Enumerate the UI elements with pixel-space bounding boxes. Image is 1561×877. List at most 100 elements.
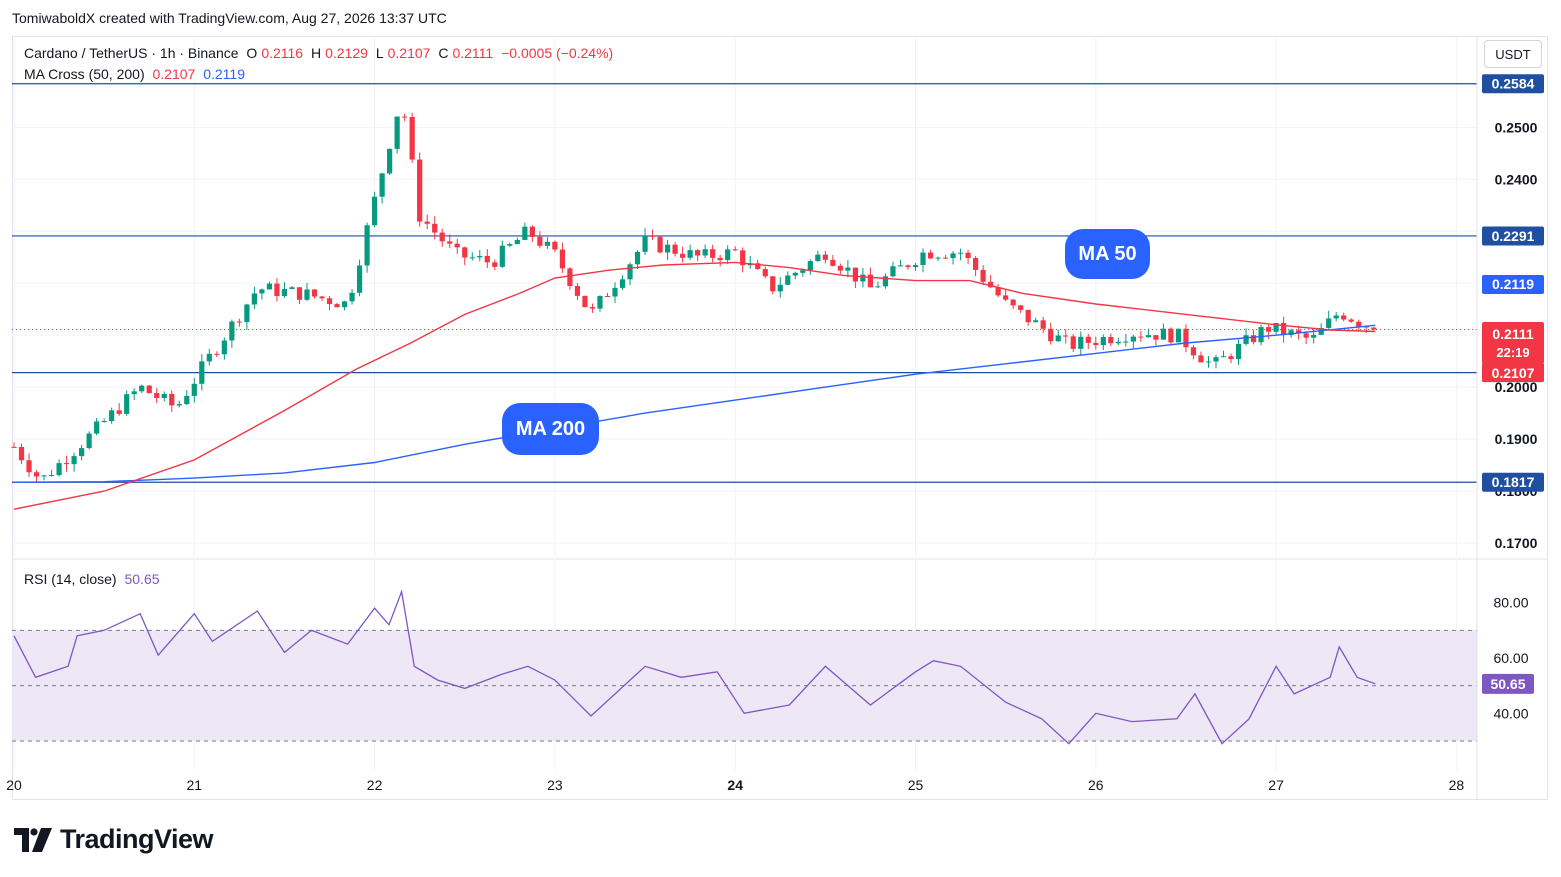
candle-body bbox=[1190, 347, 1197, 356]
candle-body bbox=[372, 196, 378, 226]
candle-body bbox=[199, 361, 205, 384]
rsi-tick-label: 40.00 bbox=[1493, 705, 1528, 721]
candle-body bbox=[574, 286, 581, 296]
candle-body bbox=[281, 289, 288, 297]
change-value: −0.0005 (−0.24%) bbox=[501, 45, 614, 61]
candle-body bbox=[1235, 343, 1242, 360]
candle-body bbox=[619, 279, 626, 288]
candle-body bbox=[785, 275, 791, 285]
chart-attribution: TomiwaboldX created with TradingView.com… bbox=[12, 10, 447, 26]
candle-body bbox=[935, 257, 941, 259]
horizontal-levels bbox=[12, 83, 1477, 483]
close-value: 0.2111 bbox=[452, 45, 494, 61]
candle-body bbox=[26, 460, 32, 473]
candle-body bbox=[94, 421, 100, 434]
candle-body bbox=[1100, 337, 1106, 346]
candle-body bbox=[807, 261, 813, 271]
chart-frame bbox=[12, 36, 1548, 800]
candle-body bbox=[184, 395, 190, 405]
candle-body bbox=[432, 223, 438, 233]
candle-body bbox=[837, 265, 843, 271]
candle-body bbox=[1153, 335, 1159, 340]
candle-body bbox=[116, 410, 122, 414]
candle-body bbox=[229, 321, 235, 341]
candle-body bbox=[356, 265, 363, 293]
time-axis: 20 21 22 23 24 25 26 27 28 bbox=[6, 777, 1464, 793]
candle-body bbox=[387, 148, 393, 174]
candle-body bbox=[341, 301, 348, 308]
candle-body bbox=[1243, 335, 1249, 344]
candle-body bbox=[1085, 336, 1091, 343]
candle-body bbox=[349, 292, 355, 302]
candle-body bbox=[927, 252, 934, 259]
candle-body bbox=[1115, 341, 1121, 344]
candle-body bbox=[139, 385, 145, 392]
symbol-name[interactable]: Cardano / TetherUS · 1h · Binance bbox=[24, 45, 239, 61]
candle-body bbox=[988, 281, 994, 288]
high-value: 0.2129 bbox=[325, 45, 368, 61]
candle-body bbox=[980, 269, 986, 282]
candle-body bbox=[169, 393, 175, 406]
candle-body bbox=[469, 257, 475, 259]
candle-body bbox=[221, 340, 227, 355]
candle-body bbox=[552, 241, 558, 250]
candle-body bbox=[1040, 320, 1046, 329]
candle-body bbox=[1138, 336, 1144, 338]
rsi-label[interactable]: RSI (14, close) bbox=[24, 571, 117, 587]
candle-body bbox=[1123, 341, 1129, 343]
candle-body bbox=[1070, 336, 1076, 349]
low-label: L bbox=[375, 45, 384, 61]
candle-body bbox=[830, 259, 836, 266]
close-label: C bbox=[438, 45, 449, 61]
candle-body bbox=[402, 116, 408, 118]
candlesticks bbox=[11, 112, 1377, 483]
candle-body bbox=[514, 239, 520, 245]
candle-body bbox=[1318, 327, 1324, 335]
price-tick-label: 0.2500 bbox=[1495, 119, 1538, 135]
candle-body bbox=[710, 249, 716, 258]
tradingview-logo-icon bbox=[14, 827, 52, 852]
candle-body bbox=[417, 159, 423, 222]
candle-body bbox=[1341, 315, 1347, 320]
candle-body bbox=[529, 226, 535, 237]
candle-body bbox=[717, 257, 723, 261]
candle-body bbox=[1198, 355, 1204, 363]
candle-body bbox=[214, 353, 220, 355]
candle-body bbox=[822, 254, 828, 260]
tradingview-logo-text: TradingView bbox=[60, 824, 214, 854]
candle-body bbox=[1296, 330, 1302, 334]
candle-body bbox=[1055, 335, 1061, 342]
candle-body bbox=[191, 383, 197, 396]
candle-body bbox=[740, 250, 746, 266]
candle-body bbox=[942, 257, 949, 259]
candle-body bbox=[1063, 335, 1069, 337]
last-price-tag: 0.2111 22:19 bbox=[1482, 322, 1544, 364]
tradingview-logo[interactable]: TradingView bbox=[14, 824, 214, 855]
candle-body bbox=[447, 241, 453, 244]
candle-body bbox=[559, 249, 566, 269]
candle-body bbox=[1303, 333, 1309, 338]
candle-body bbox=[1228, 356, 1234, 360]
candle-body bbox=[131, 391, 137, 395]
currency-button[interactable]: USDT bbox=[1484, 40, 1542, 68]
candle-body bbox=[604, 296, 611, 298]
candle-body bbox=[657, 236, 663, 253]
candle-body bbox=[477, 255, 483, 258]
candle-body bbox=[544, 241, 550, 246]
time-tick-label: 25 bbox=[908, 777, 924, 793]
candle-body bbox=[1130, 336, 1136, 342]
candle-body bbox=[56, 463, 62, 476]
candle-body bbox=[244, 304, 250, 323]
price-tick-label: 0.2000 bbox=[1495, 379, 1538, 395]
candle-body bbox=[770, 276, 776, 292]
candle-body bbox=[101, 421, 107, 423]
candle-body bbox=[1160, 328, 1167, 340]
candle-body bbox=[957, 252, 964, 254]
candle-body bbox=[1371, 327, 1377, 330]
candle-body bbox=[897, 265, 904, 267]
candle-body bbox=[86, 433, 92, 449]
ma-cross-label[interactable]: MA Cross (50, 200) bbox=[24, 66, 145, 82]
candle-body bbox=[146, 385, 152, 394]
ma-legend: MA Cross (50, 200) 0.2107 0.2119 bbox=[24, 66, 249, 82]
